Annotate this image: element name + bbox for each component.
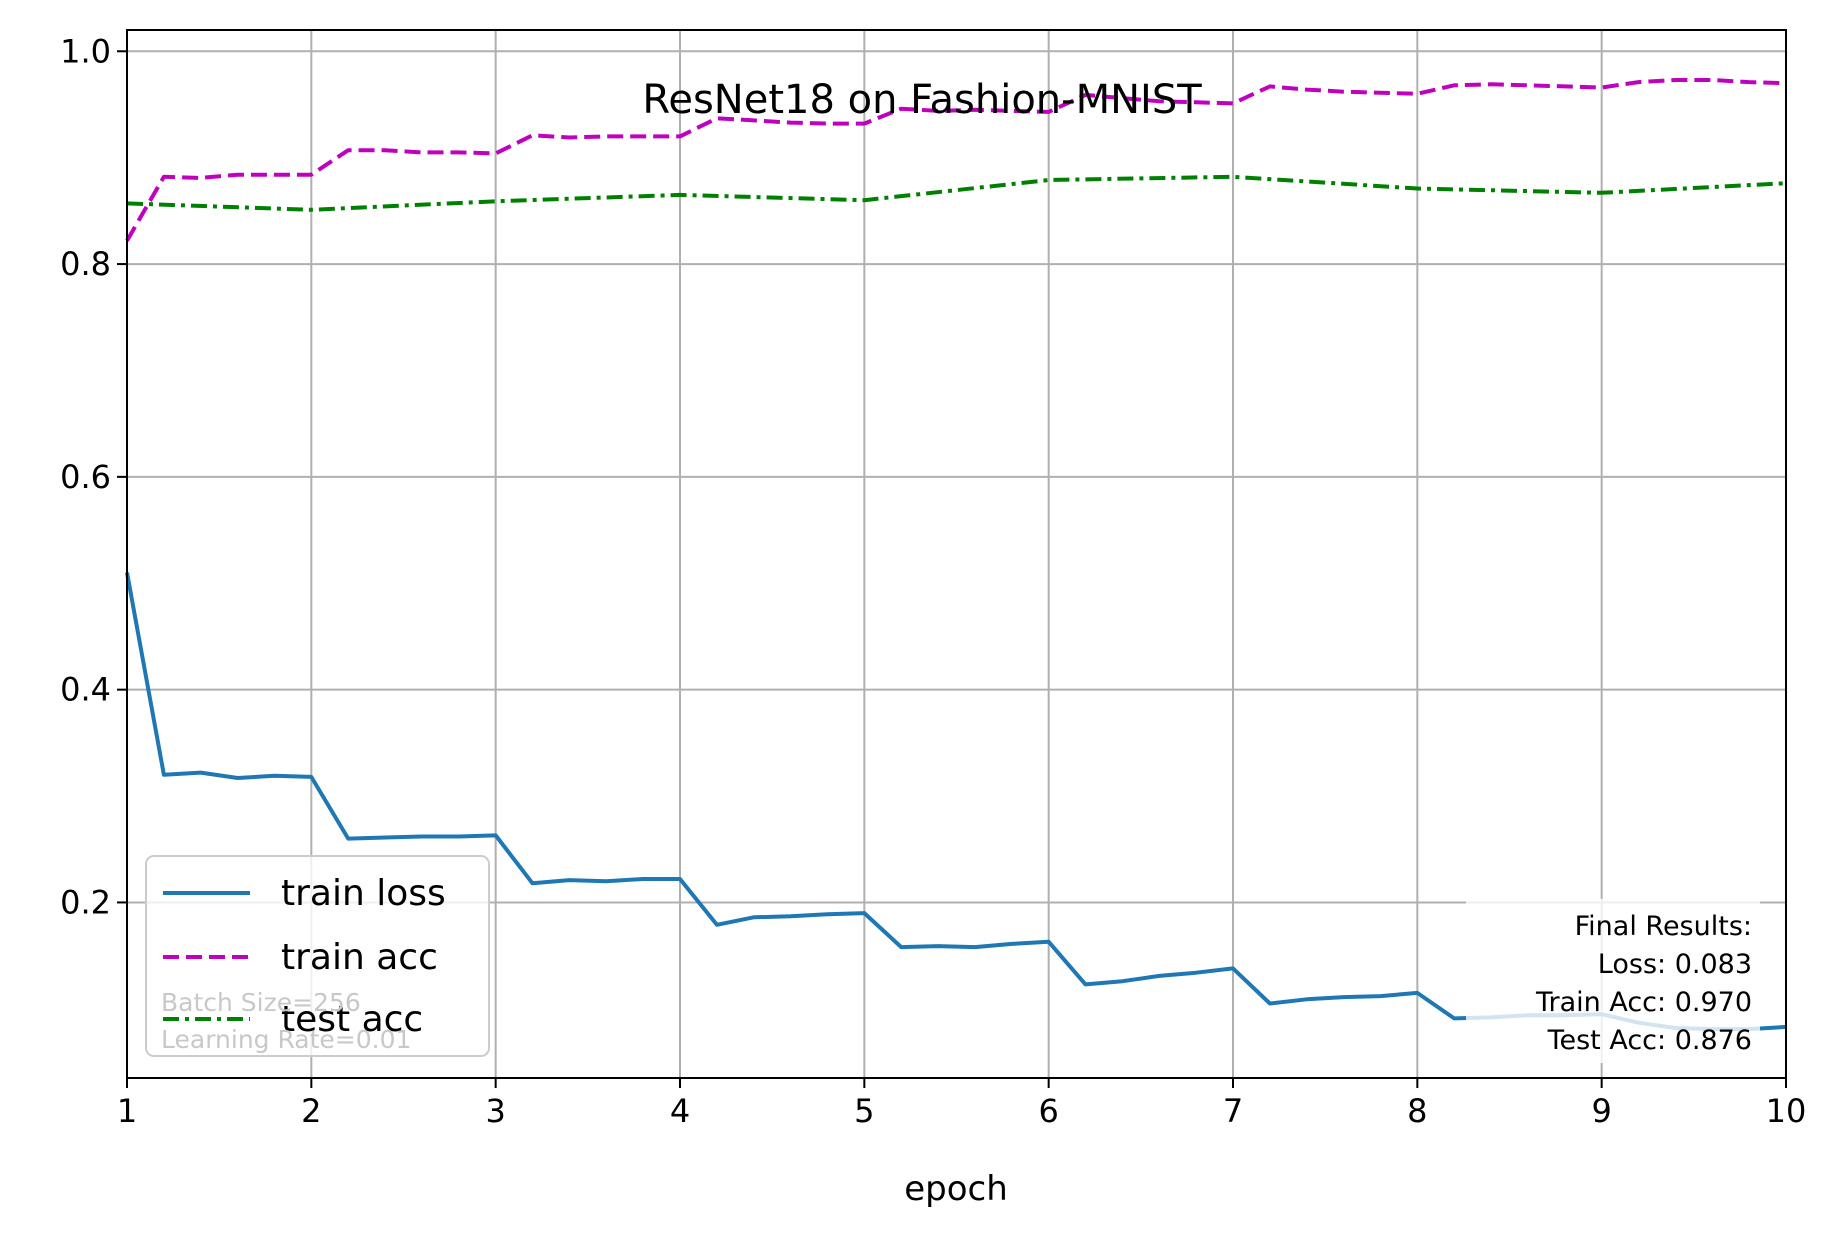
final-results-background (1466, 899, 1760, 1063)
note-batch-size: Batch Size=256 (161, 988, 361, 1017)
x-tick-label: 5 (854, 1092, 874, 1130)
x-tick-label: 6 (1038, 1092, 1058, 1130)
y-tick-label: 0.6 (60, 458, 111, 496)
x-tick-label: 2 (301, 1092, 321, 1130)
x-tick-label: 1 (117, 1092, 137, 1130)
legend-label-test-acc: test acc (281, 999, 423, 1040)
final-results-heading: Final Results: (1575, 911, 1752, 942)
series-line-train-acc (125, 78, 1787, 242)
x-tick-label: 3 (485, 1092, 505, 1130)
x-axis-title: epoch (904, 1169, 1008, 1209)
plot-frame (126, 29, 1787, 1079)
note-learning-rate: Learning Rate=0.01 (161, 1025, 411, 1054)
y-tick-label: 0.4 (60, 671, 111, 709)
legend: train loss train acc test acc (145, 855, 490, 1057)
final-results-box: Final Results: Loss: 0.083 Train Acc: 0.… (1466, 899, 1760, 1063)
x-tick-label: 8 (1407, 1092, 1427, 1130)
y-tick-label: 1.0 (60, 32, 111, 70)
final-test-acc: Test Acc: 0.876 (1547, 1025, 1752, 1056)
legend-label-train-loss: train loss (281, 873, 446, 914)
ticks: 1 2 3 4 5 6 7 8 9 10 0.2 0.4 0.6 0.8 1.0 (60, 32, 1806, 1130)
legend-box (145, 855, 490, 1057)
grid (126, 30, 1787, 1078)
final-loss: Loss: 0.083 (1598, 949, 1752, 980)
x-tick-label: 4 (670, 1092, 690, 1130)
y-tick-label: 0.8 (60, 245, 111, 283)
legend-label-train-acc: train acc (281, 937, 438, 978)
y-tick-label: 0.2 (60, 883, 111, 921)
chart-title: ResNet18 on Fashion-MNIST (642, 77, 1202, 123)
x-tick-label: 9 (1591, 1092, 1611, 1130)
series-line-test-acc (126, 174, 1787, 212)
final-train-acc: Train Acc: 0.970 (1535, 987, 1752, 1018)
x-tick-label: 7 (1223, 1092, 1243, 1130)
x-tick-label: 10 (1766, 1092, 1807, 1130)
